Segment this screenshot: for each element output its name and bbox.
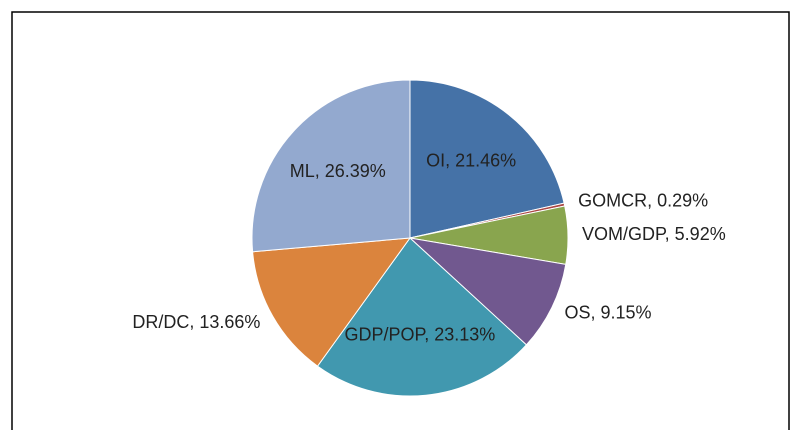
label-category: DR/DC bbox=[132, 312, 189, 332]
pie-slice bbox=[409, 79, 565, 239]
label-value: 13.66% bbox=[199, 312, 260, 332]
label-category: ML bbox=[290, 161, 315, 181]
pie-slice bbox=[408, 237, 567, 346]
data-label: DR/DC, 13.66% bbox=[132, 312, 260, 332]
label-category: GOMCR bbox=[578, 190, 647, 210]
pie-slice bbox=[316, 237, 528, 397]
label-value: 5.92% bbox=[675, 224, 726, 244]
data-label: ML, 26.39% bbox=[290, 161, 386, 181]
label-category: OI bbox=[426, 150, 445, 170]
label-value: 21.46% bbox=[455, 150, 516, 170]
data-label: OI, 21.46% bbox=[426, 150, 516, 170]
pie-slice bbox=[252, 237, 412, 367]
data-label: GOMCR, 0.29% bbox=[578, 190, 708, 210]
label-value: 23.13% bbox=[434, 324, 495, 344]
data-label: VOM/GDP, 5.92% bbox=[582, 224, 726, 244]
label-value: 26.39% bbox=[325, 161, 386, 181]
label-category: OS bbox=[564, 302, 590, 322]
data-label: GDP/POP, 23.13% bbox=[345, 324, 496, 344]
label-value: 0.29% bbox=[657, 190, 708, 210]
label-category: GDP/POP bbox=[345, 324, 427, 344]
label-value: 9.15% bbox=[601, 302, 652, 322]
label-category: VOM/GDP bbox=[582, 224, 667, 244]
data-label: OS, 9.15% bbox=[564, 302, 651, 322]
pie-slice bbox=[251, 79, 411, 253]
